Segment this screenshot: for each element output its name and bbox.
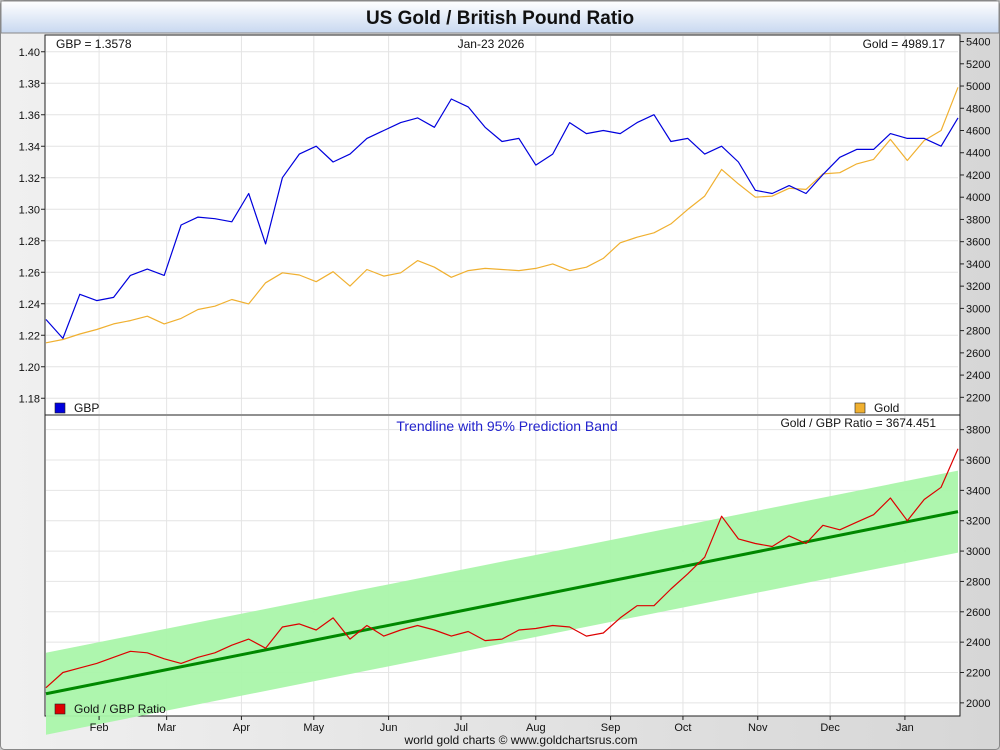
y-ratio-tick-labels: 2000 2200 2400 2600 2800 3000 3200 3400 3600 3800 <box>960 425 990 710</box>
gold-series-line <box>45 87 959 344</box>
y-right-tick-labels: 2200 2400 2600 2800 3000 3200 3400 3600 3800 4000… <box>960 37 990 404</box>
x-tick-label: Sep <box>601 722 621 734</box>
y-right-tick-label: 3000 <box>966 303 990 315</box>
y-left-tick-label: 1.28 <box>19 236 40 248</box>
y-right-tick-label: 3200 <box>966 281 990 293</box>
y-ratio-tick-label: 3600 <box>966 455 990 467</box>
x-tick-label: Jan <box>896 722 914 734</box>
y-left-tick-label: 1.34 <box>19 141 40 153</box>
y-left-tick-label: 1.20 <box>19 362 40 374</box>
ratio-legend-swatch <box>54 703 66 715</box>
y-right-tick-label: 5200 <box>966 59 990 71</box>
x-tick-label: Apr <box>233 722 250 734</box>
x-tick-labels: Feb Mar Apr May Jun Jul Aug Sep Oct Nov Dec Jan <box>90 716 914 734</box>
trendline <box>45 510 959 696</box>
y-right-tick-label: 4200 <box>966 170 990 182</box>
series-layer <box>45 87 959 689</box>
gbp-legend-swatch <box>54 402 66 414</box>
y-right-tick-label: 2200 <box>966 392 990 404</box>
y-ratio-tick-label: 2400 <box>966 637 990 649</box>
x-tick-label: Oct <box>674 722 691 734</box>
y-ratio-tick-label: 3200 <box>966 516 990 528</box>
x-tick-label: Aug <box>526 722 546 734</box>
y-ratio-tick-label: 2200 <box>966 668 990 680</box>
y-left-tick-label: 1.18 <box>19 393 40 405</box>
y-left-tick-label: 1.22 <box>19 330 40 342</box>
footer-credit: world gold charts © www.goldchartsrus.co… <box>404 733 638 747</box>
y-right-tick-label: 4400 <box>966 148 990 160</box>
x-tick-label: Jul <box>454 722 468 734</box>
y-ratio-tick-label: 2600 <box>966 607 990 619</box>
ratio-readout: Gold / GBP Ratio = 3674.451 <box>780 416 936 430</box>
x-tick-label: Feb <box>90 722 109 734</box>
x-tick-label: May <box>303 722 324 734</box>
y-left-tick-label: 1.32 <box>19 173 40 185</box>
upper-gridlines <box>46 36 958 414</box>
y-left-tick-label: 1.40 <box>19 47 40 59</box>
x-tick-label: Mar <box>157 722 176 734</box>
x-tick-label: Nov <box>748 722 768 734</box>
y-right-tick-label: 5400 <box>966 37 990 49</box>
y-ratio-tick-label: 3800 <box>966 425 990 437</box>
date-label: Jan-23 2026 <box>458 37 525 51</box>
y-left-tick-label: 1.36 <box>19 110 40 122</box>
y-right-tick-label: 3600 <box>966 237 990 249</box>
gbp-series-line <box>45 98 959 339</box>
y-right-tick-label: 2800 <box>966 326 990 338</box>
ratio-series-line <box>45 448 959 689</box>
y-right-tick-label: 2400 <box>966 370 990 382</box>
y-left-tick-label: 1.24 <box>19 299 40 311</box>
y-right-tick-label: 4600 <box>966 126 990 138</box>
x-tick-label: Jun <box>380 722 398 734</box>
y-right-tick-label: 4000 <box>966 192 990 204</box>
gold-legend-label: Gold <box>874 401 899 415</box>
y-left-tick-label: 1.26 <box>19 267 40 279</box>
chart-title: US Gold / British Pound Ratio <box>366 8 634 29</box>
y-right-tick-label: 3800 <box>966 214 990 226</box>
lower-subtitle: Trendline with 95% Prediction Band <box>396 418 617 434</box>
y-left-tick-label: 1.38 <box>19 78 40 90</box>
y-right-tick-label: 4800 <box>966 103 990 115</box>
y-ratio-tick-label: 3400 <box>966 485 990 497</box>
title-bar <box>0 0 1000 34</box>
prediction-band-layer <box>45 470 959 735</box>
y-left-tick-label: 1.30 <box>19 204 40 216</box>
y-ratio-tick-label: 3000 <box>966 546 990 558</box>
gold-readout: Gold = 4989.17 <box>863 37 946 51</box>
y-right-tick-label: 2600 <box>966 348 990 360</box>
x-tick-label: Dec <box>820 722 840 734</box>
gbp-readout: GBP = 1.3578 <box>56 37 132 51</box>
gbp-legend-label: GBP <box>74 401 99 415</box>
y-right-tick-label: 5000 <box>966 81 990 93</box>
y-ratio-tick-label: 2000 <box>966 698 990 710</box>
y-right-tick-label: 3400 <box>966 259 990 271</box>
ratio-legend-label: Gold / GBP Ratio <box>74 702 166 716</box>
y-ratio-tick-label: 2800 <box>966 576 990 588</box>
y-left-tick-labels: 1.18 1.20 1.22 1.24 1.26 1.28 1.30 1.32 1.34 1.36… <box>19 47 45 405</box>
gold-legend-swatch <box>854 402 866 414</box>
